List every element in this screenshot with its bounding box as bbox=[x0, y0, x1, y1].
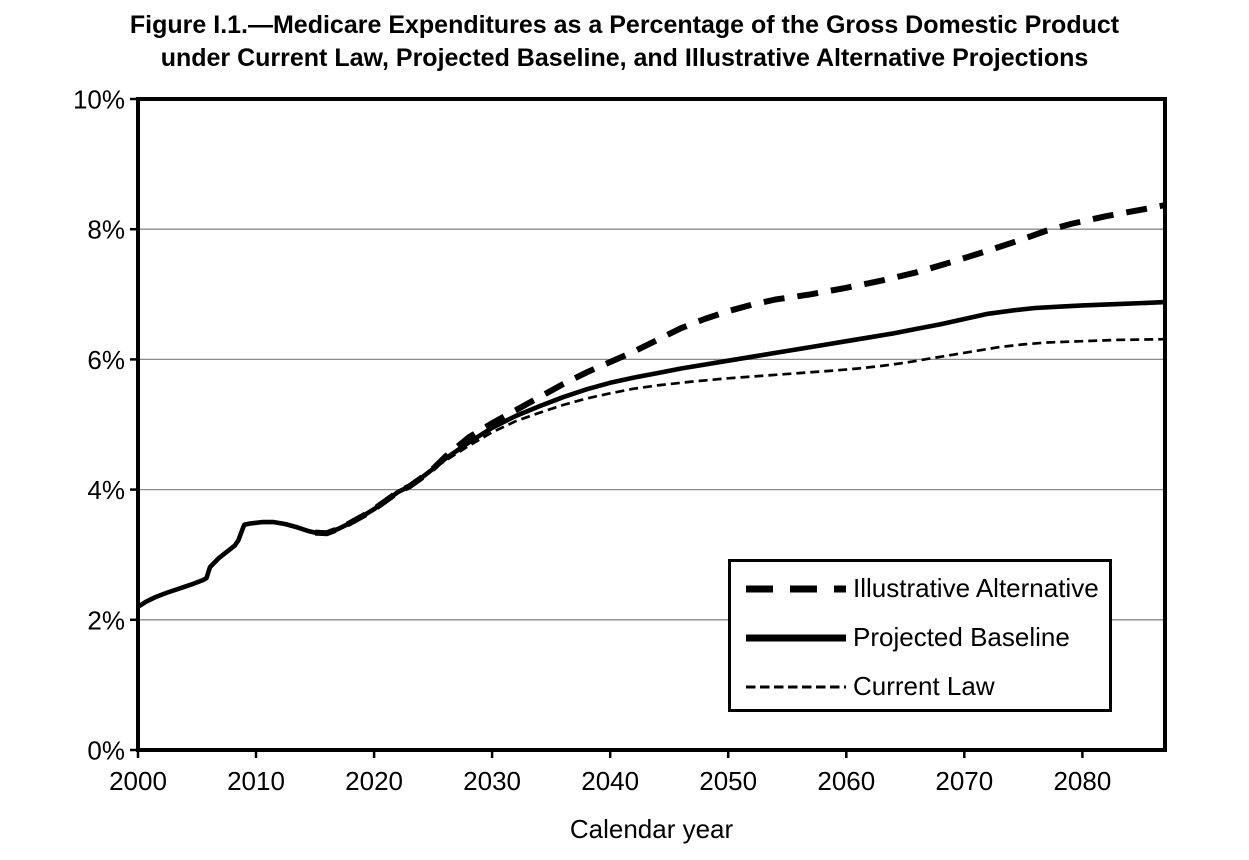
series-line-illustrative-alternative bbox=[314, 202, 1166, 537]
series-line-current-law bbox=[315, 337, 1166, 535]
chart-title: Figure I.1.—Medicare Expenditures as a P… bbox=[0, 9, 1249, 75]
y-tick-label: 4% bbox=[87, 475, 125, 505]
y-tick-label: 2% bbox=[87, 605, 125, 635]
legend-label: Projected Baseline bbox=[853, 622, 1070, 652]
x-tick-label: 2040 bbox=[581, 766, 639, 796]
y-tick-label: 6% bbox=[87, 345, 125, 375]
x-tick-label: 2010 bbox=[227, 766, 285, 796]
x-tick-label: 2060 bbox=[817, 766, 875, 796]
y-tick-label: 8% bbox=[87, 215, 125, 245]
legend-entry-illustrative-alternative: Illustrative Alternative bbox=[746, 564, 1109, 613]
y-tick-label: 0% bbox=[87, 736, 125, 766]
thick-dashed-line-sample bbox=[746, 585, 846, 592]
legend-entry-projected-baseline: Projected Baseline bbox=[746, 613, 1109, 662]
x-tick-label: 2050 bbox=[699, 766, 757, 796]
legend-label: Current Law bbox=[853, 671, 995, 701]
legend-entry-current-law: Current Law bbox=[746, 662, 1109, 711]
x-tick-label: 2020 bbox=[345, 766, 403, 796]
chart-title-line-2: under Current Law, Projected Baseline, a… bbox=[160, 44, 1089, 72]
x-tick-label: 2000 bbox=[109, 766, 167, 796]
x-tick-label: 2030 bbox=[463, 766, 521, 796]
thin-dashed-line-sample bbox=[746, 685, 846, 688]
plot-frame bbox=[136, 97, 1167, 752]
x-axis-title: Calendar year bbox=[569, 814, 734, 844]
thick-solid-line-sample bbox=[746, 634, 846, 641]
legend-box: Illustrative Alternative Projected Basel… bbox=[728, 559, 1112, 712]
y-tick-label: 10% bbox=[73, 85, 125, 115]
chart-title-line-1: Figure I.1.—Medicare Expenditures as a P… bbox=[129, 11, 1120, 39]
legend-label: Illustrative Alternative bbox=[853, 573, 1099, 603]
x-tick-label: 2080 bbox=[1053, 766, 1111, 796]
x-tick-label: 2070 bbox=[935, 766, 993, 796]
